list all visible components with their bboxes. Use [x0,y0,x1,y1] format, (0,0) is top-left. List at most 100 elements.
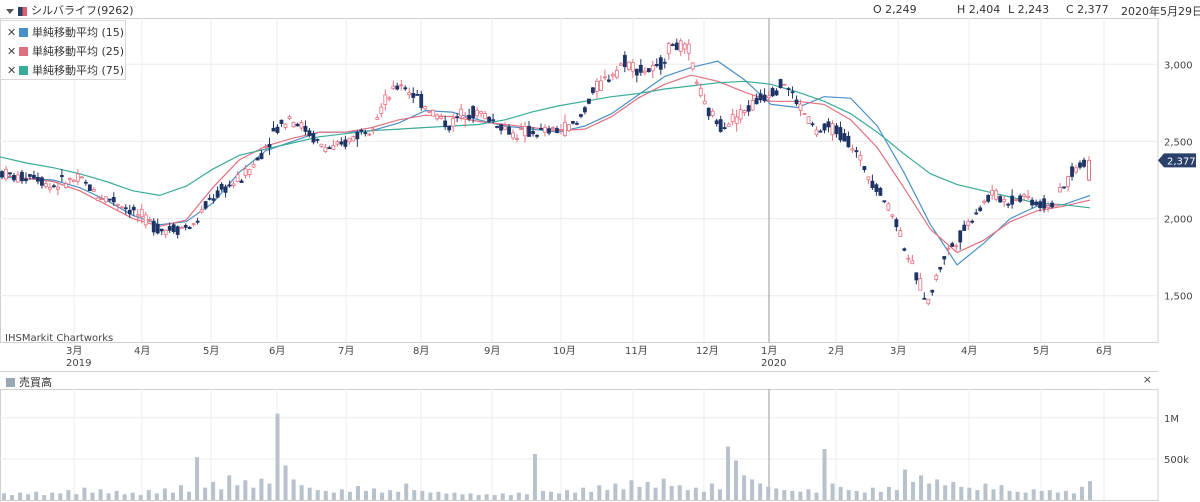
candle-up [115,203,120,206]
candle-up [135,214,140,217]
candle-up [686,43,691,54]
x-tick-label: 6月 [1096,345,1112,357]
volume-bar [138,495,143,500]
candle-down [123,207,128,210]
volume-bar [2,493,6,500]
volume-bar [669,486,674,500]
candle-up [459,108,464,117]
volume-bar [685,490,690,500]
candle-up [367,133,372,136]
candle-down [670,44,675,47]
volume-bar [154,493,159,500]
remove-icon[interactable]: ✕ [7,26,17,39]
candle-up [1046,205,1050,208]
candle-up [610,74,615,77]
volume-bar [404,483,409,500]
volume-bar [524,494,529,500]
candle-down [846,135,851,148]
candle-down [762,94,767,102]
x-tick-label: 8月 [413,345,429,357]
legend-item-ma75[interactable]: ✕ 単純移動平均 (75) [7,62,124,78]
volume-bar [1031,489,1036,500]
candle-up [910,260,915,265]
candle-down [267,144,272,148]
candle-down [395,85,400,90]
candle-down [998,196,1003,203]
candle-down [914,272,919,281]
candle-up [642,70,647,74]
date-label: 2020年5月29日 [1121,5,1200,18]
candle-down [355,131,360,140]
close-icon[interactable]: × [1142,373,1152,386]
volume-bar [122,494,127,500]
volume-bar [170,492,175,500]
volume-bar [734,460,739,500]
candle-up [734,116,739,124]
volume-bar [66,490,71,500]
candle-down [339,141,344,145]
price-tag: 2,377 [1158,153,1196,168]
caret-down-icon[interactable] [6,8,14,14]
candle-down [978,207,983,211]
candle-down [507,126,511,135]
symbol-title[interactable]: シルバライフ(9262) [6,2,134,18]
x-tick-label: 10月 [553,345,576,357]
remove-icon[interactable]: ✕ [7,64,17,77]
candle-up [319,143,324,147]
volume-bar [331,492,336,500]
candle-up [598,80,603,91]
candle-down [315,138,320,141]
candle-down [239,180,244,183]
candle-up [954,245,959,248]
candle-down [1082,159,1086,167]
volume-bar [1055,492,1060,500]
volume-swatch [6,378,15,387]
candle-down [20,171,24,182]
volume-bar [919,475,924,500]
candle-down [443,120,448,128]
volume-bar [709,483,714,500]
candle-down [862,166,867,171]
candle-up [387,97,392,100]
candle-up [347,137,352,143]
candle-down [854,150,859,153]
legend-item-ma15[interactable]: ✕ 単純移動平均 (15) [7,24,124,40]
legend-item-ma25[interactable]: ✕ 単純移動平均 (25) [7,43,124,59]
candle-up [463,117,468,120]
candle-up [163,229,168,235]
candle-up [906,257,911,260]
volume-bar [1015,491,1020,500]
candle-down [1078,162,1082,168]
y-tick-label: 1,500 [1164,292,1193,303]
volume-bar [597,485,602,500]
volume-bar [943,485,948,500]
volume-panel-frame [0,389,1159,501]
volume-bar [637,486,642,500]
volume-bar [565,490,570,500]
candle-down [622,54,627,68]
candle-up [331,144,336,150]
volume-bar [822,449,827,500]
volume-bar [355,486,360,500]
candle-down [838,127,843,141]
candle-down [1050,202,1054,208]
candle-down [0,171,4,178]
volume-bar [838,486,843,500]
volume-bar [1079,486,1084,500]
candle-down [706,107,711,117]
candle-down [1042,198,1046,209]
candle-up [934,275,939,280]
candle-up [235,174,240,182]
remove-icon[interactable]: ✕ [7,45,17,58]
candle-up [742,110,747,113]
volume-bar [508,495,513,500]
volume-bar [291,479,296,500]
volume-bar [886,486,891,500]
candle-up [730,114,735,123]
candle-up [523,126,527,137]
candle-up [990,189,995,196]
candle-down [36,176,40,182]
volume-bar [380,492,385,500]
candle-down [127,209,132,215]
